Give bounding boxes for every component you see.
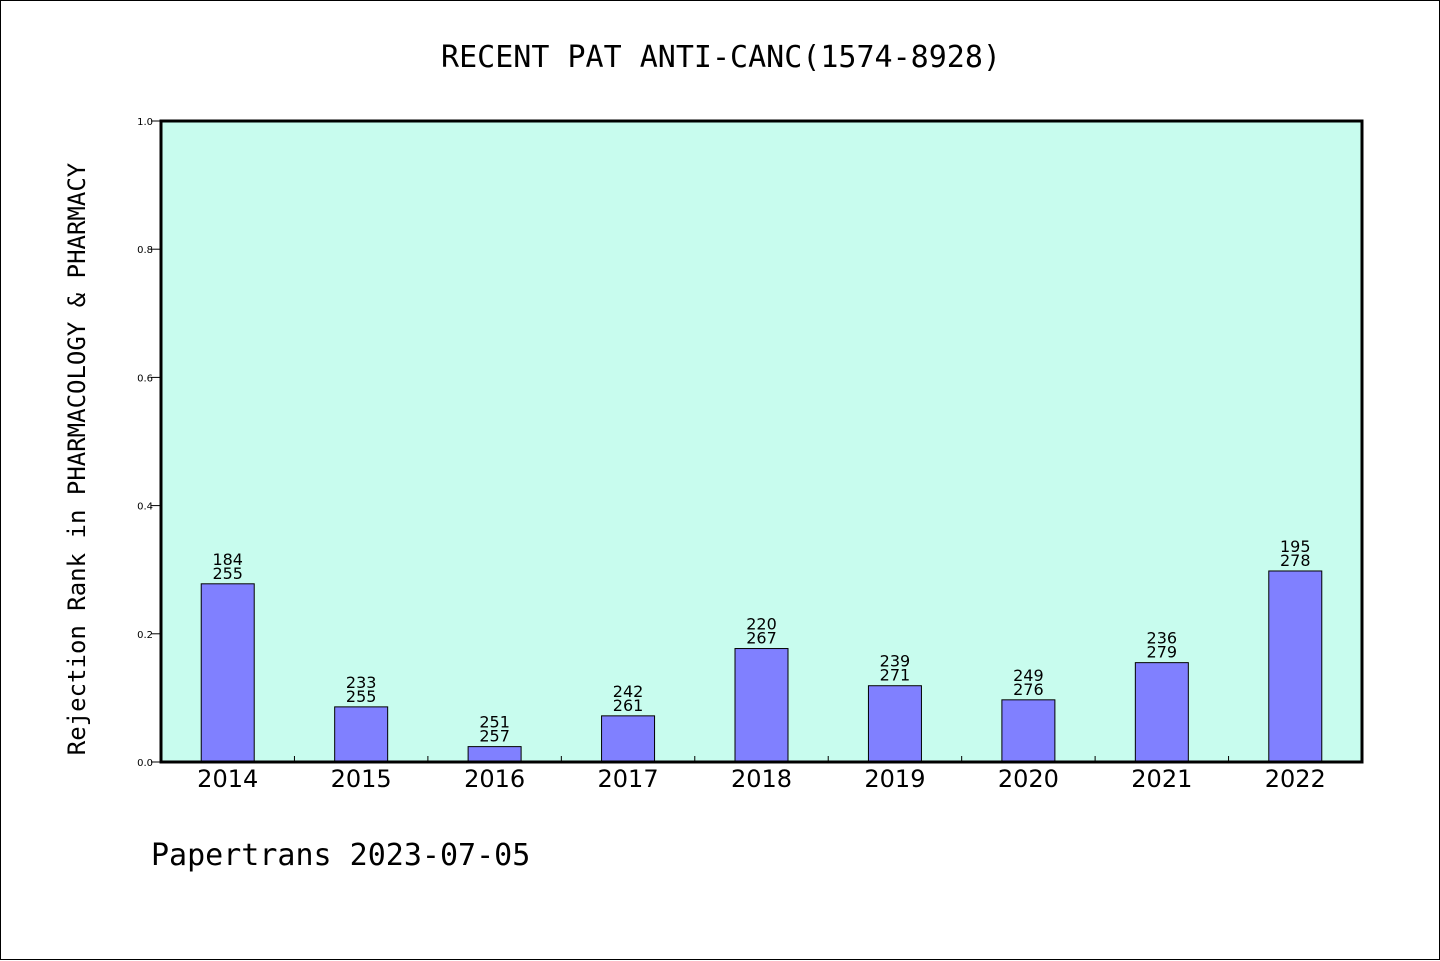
y-tick-label: 1.0 [137, 117, 153, 128]
y-axis-label: Rejection Rank in PHARMACOLOGY & PHARMAC… [63, 162, 91, 755]
x-tick-label-2018: 2018 [731, 765, 792, 793]
bar-label-bottom-2014: 255 [212, 564, 243, 583]
bar-label-bottom-2022: 278 [1280, 551, 1311, 570]
bar-label-top-2015: 233 [346, 673, 377, 692]
bar-label-top-2021: 236 [1147, 629, 1178, 648]
x-tick-label-2014: 2014 [197, 765, 258, 793]
y-tick-label: 0.6 [137, 373, 153, 384]
x-tick-label-2022: 2022 [1265, 765, 1326, 793]
chart-title: RECENT PAT ANTI-CANC(1574-8928) [441, 40, 1001, 75]
bar-label-bottom-2020: 276 [1013, 680, 1044, 699]
bar-label-top-2019: 239 [880, 652, 911, 671]
bar-label-top-2017: 242 [613, 682, 644, 701]
bar-label-bottom-2017: 261 [613, 696, 644, 715]
bar-2021 [1134, 662, 1189, 763]
bar-label-top-2020: 249 [1013, 666, 1044, 685]
bar-2015 [334, 706, 389, 763]
x-tick-label-2021: 2021 [1131, 765, 1192, 793]
bar-2018 [734, 648, 789, 763]
bar-label-top-2016: 251 [479, 713, 510, 732]
x-tick-label-2020: 2020 [998, 765, 1059, 793]
x-tick-label-2016: 2016 [464, 765, 525, 793]
x-tick-label-2019: 2019 [864, 765, 925, 793]
y-ticks-group: 0.0 0.2 0.4 0.6 0.8 1.0 [137, 117, 161, 769]
bar-label-top-2018: 220 [746, 615, 777, 634]
y-tick-label: 0.0 [137, 758, 153, 769]
bar-2017 [601, 715, 656, 763]
y-tick-label: 0.4 [137, 502, 153, 513]
bar-2016 [467, 746, 522, 763]
bar-label-bottom-2018: 267 [746, 629, 777, 648]
footer-text: Papertrans 2023-07-05 [151, 838, 530, 873]
x-ticks-group: 2014 2015 2016 2017 2018 2019 2020 2021 2022 [197, 756, 1326, 793]
bar-2019 [867, 685, 922, 763]
bar-label-bottom-2016: 257 [479, 727, 510, 746]
plot-border [159, 119, 1364, 764]
bar-label-top-2014: 184 [212, 550, 243, 569]
bar-2020 [1001, 699, 1056, 763]
bar-label-bottom-2019: 271 [880, 666, 911, 685]
y-tick-label: 0.8 [137, 245, 153, 256]
x-tick-label-2015: 2015 [331, 765, 392, 793]
y-tick-label: 0.2 [137, 630, 153, 641]
bar-label-top-2022: 195 [1280, 537, 1311, 556]
bar-2022 [1268, 570, 1323, 763]
x-tick-label-2017: 2017 [598, 765, 659, 793]
bar-2014 [200, 583, 255, 763]
bar-label-bottom-2015: 255 [346, 687, 377, 706]
bar-label-bottom-2021: 279 [1147, 643, 1178, 662]
